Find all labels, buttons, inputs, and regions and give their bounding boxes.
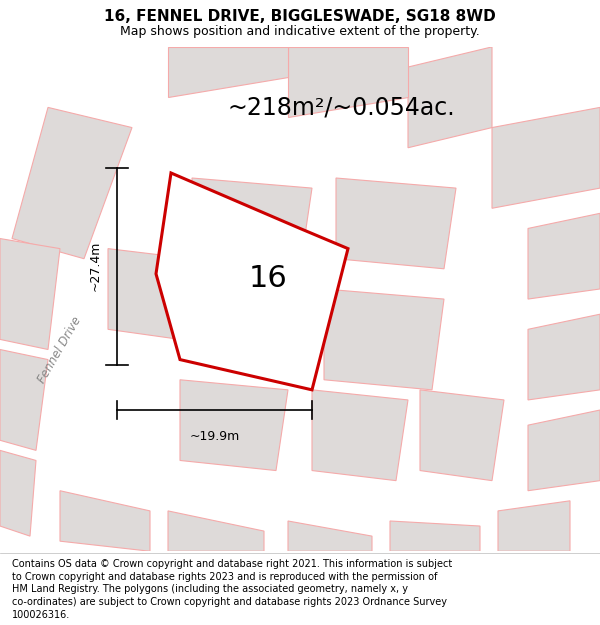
Polygon shape	[0, 239, 60, 349]
Text: ~19.9m: ~19.9m	[190, 430, 239, 443]
Polygon shape	[420, 390, 504, 481]
Polygon shape	[498, 501, 570, 551]
Polygon shape	[528, 314, 600, 400]
Polygon shape	[312, 390, 408, 481]
Polygon shape	[408, 47, 492, 148]
Text: 16, FENNEL DRIVE, BIGGLESWADE, SG18 8WD: 16, FENNEL DRIVE, BIGGLESWADE, SG18 8WD	[104, 9, 496, 24]
Text: Contains OS data © Crown copyright and database right 2021. This information is : Contains OS data © Crown copyright and d…	[12, 559, 452, 569]
Polygon shape	[492, 107, 600, 208]
Text: 100026316.: 100026316.	[12, 610, 70, 620]
Polygon shape	[324, 289, 444, 390]
Text: HM Land Registry. The polygons (including the associated geometry, namely x, y: HM Land Registry. The polygons (includin…	[12, 584, 408, 594]
Polygon shape	[156, 173, 348, 390]
Text: ~27.4m: ~27.4m	[89, 241, 102, 291]
Polygon shape	[168, 47, 288, 98]
Polygon shape	[528, 410, 600, 491]
Polygon shape	[180, 380, 288, 471]
Polygon shape	[528, 213, 600, 299]
Polygon shape	[336, 178, 456, 269]
Text: co-ordinates) are subject to Crown copyright and database rights 2023 Ordnance S: co-ordinates) are subject to Crown copyr…	[12, 598, 447, 608]
Polygon shape	[288, 521, 372, 551]
Polygon shape	[0, 451, 36, 536]
Text: to Crown copyright and database rights 2023 and is reproduced with the permissio: to Crown copyright and database rights 2…	[12, 571, 437, 581]
Text: Map shows position and indicative extent of the property.: Map shows position and indicative extent…	[120, 24, 480, 38]
Text: ~218m²/~0.054ac.: ~218m²/~0.054ac.	[228, 96, 455, 119]
Polygon shape	[12, 107, 132, 259]
Polygon shape	[0, 349, 48, 451]
Text: 16: 16	[249, 264, 288, 293]
Polygon shape	[168, 511, 264, 551]
Polygon shape	[192, 178, 312, 269]
Text: Fennel Drive: Fennel Drive	[36, 314, 84, 385]
Polygon shape	[288, 47, 408, 118]
Polygon shape	[60, 491, 150, 551]
Polygon shape	[390, 521, 480, 551]
Polygon shape	[108, 249, 192, 339]
